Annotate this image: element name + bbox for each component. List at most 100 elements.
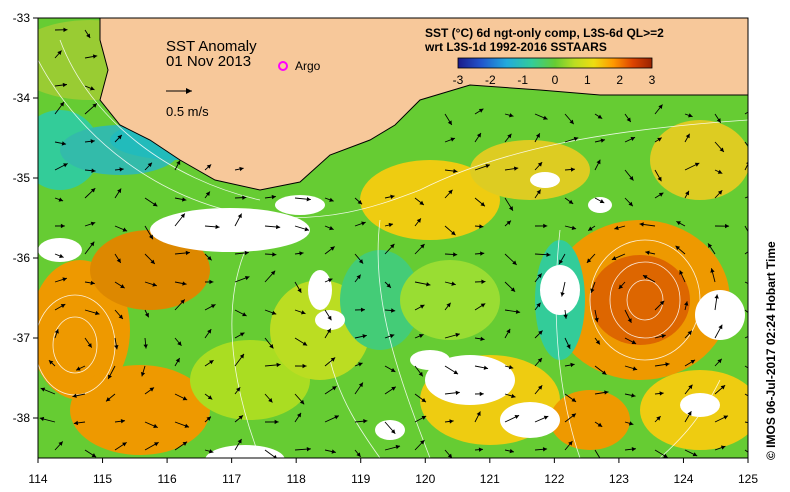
- current-arrow-head: [628, 421, 634, 426]
- current-arrow-head: [209, 360, 214, 365]
- current-arrow-head: [329, 225, 334, 231]
- current-arrow-head: [297, 288, 302, 293]
- current-arrow-head: [483, 365, 489, 370]
- current-arrow-head: [61, 141, 67, 146]
- current-arrow-head: [215, 224, 220, 230]
- current-arrow-head: [116, 258, 121, 263]
- current-arrow-head: [480, 303, 486, 308]
- current-arrow: [744, 365, 748, 369]
- current-arrow-head: [675, 245, 681, 251]
- current-arrow-head: [508, 365, 514, 370]
- current-arrow-head: [632, 366, 638, 371]
- current-arrow-head: [506, 328, 511, 334]
- y-tick-label: -33: [13, 11, 31, 25]
- current-arrow-head: [140, 371, 146, 377]
- current-arrow-head: [90, 280, 95, 286]
- current-arrow-head: [150, 259, 155, 264]
- current-arrow-head: [656, 416, 661, 421]
- current-arrow-head: [332, 386, 337, 391]
- current-arrow-head: [480, 201, 485, 207]
- current-arrow-head: [659, 391, 664, 396]
- current-arrow-head: [543, 415, 549, 420]
- argo-legend: Argo: [278, 59, 321, 73]
- current-arrow-head: [358, 382, 363, 388]
- current-arrow-head: [271, 310, 277, 315]
- current-arrow-head: [753, 455, 758, 459]
- current-arrow-head: [676, 221, 681, 226]
- current-arrow-head: [595, 339, 600, 345]
- current-arrow-head: [357, 199, 363, 205]
- current-arrow-head: [718, 324, 723, 330]
- current-arrow-head: [58, 441, 63, 446]
- current-arrow: [744, 449, 748, 453]
- current-arrow-head: [60, 304, 66, 308]
- current-streamlines: [38, 39, 748, 458]
- current-arrow-head: [450, 137, 455, 142]
- current-arrow-head: [586, 258, 592, 263]
- current-arrow-head: [180, 213, 185, 218]
- argo-marker-icon: [278, 61, 288, 71]
- current-arrow-head: [631, 340, 637, 344]
- y-tick-label: -37: [13, 331, 31, 345]
- current-arrow-head: [59, 101, 65, 107]
- current-arrow-head: [687, 411, 692, 416]
- current-arrow-head: [180, 299, 185, 304]
- current-arrow-head: [304, 227, 309, 232]
- current-arrow-head: [723, 415, 728, 420]
- current-arrow-head: [90, 188, 96, 193]
- current-arrow-head: [144, 312, 149, 318]
- current-arrow-head: [272, 252, 277, 257]
- map-title: SST Anomaly: [166, 38, 257, 55]
- current-arrow-head: [476, 411, 481, 416]
- current-arrow-head: [478, 108, 484, 113]
- current-arrow-head: [120, 419, 126, 424]
- current-arrow-head: [62, 277, 67, 282]
- current-arrow-head: [536, 189, 541, 195]
- current-arrow-head: [118, 314, 123, 320]
- current-arrow-head: [386, 283, 391, 288]
- current-arrow-head: [509, 448, 514, 454]
- colorbar-tick-label: 0: [552, 73, 559, 87]
- current-arrow-head: [207, 395, 213, 400]
- colorbar-tick-label: 2: [616, 73, 623, 87]
- current-arrow: [744, 309, 748, 314]
- current-arrow-head: [62, 82, 67, 88]
- current-arrow-head: [543, 115, 548, 120]
- x-tick-label: 123: [609, 472, 629, 486]
- x-tick-label: 114: [28, 472, 47, 486]
- current-arrow-head: [388, 222, 394, 228]
- x-tick-label: 120: [415, 472, 435, 486]
- current-arrow-head: [747, 235, 748, 236]
- current-arrow-head: [334, 415, 339, 420]
- current-arrow-head: [546, 252, 551, 257]
- current-arrow: [744, 336, 748, 339]
- current-arrow-head: [631, 393, 636, 398]
- current-arrow-head: [753, 370, 758, 374]
- current-arrow-head: [716, 118, 721, 123]
- current-arrow-head: [91, 453, 97, 458]
- current-arrow-head: [453, 370, 459, 375]
- current-arrow-head: [273, 454, 277, 458]
- current-arrow-head: [570, 167, 575, 172]
- current-arrow-head: [708, 243, 713, 248]
- current-arrow-head: [752, 284, 757, 288]
- current-arrow-head: [618, 284, 624, 289]
- current-arrow-head: [297, 412, 302, 418]
- current-arrow-head: [306, 446, 311, 452]
- current-arrow-head: [604, 390, 609, 395]
- current-arrow-head: [658, 104, 663, 109]
- current-arrow-head: [330, 246, 335, 251]
- current-arrow-head: [537, 273, 542, 279]
- current-arrow-head: [274, 419, 279, 425]
- colorbar-tick-label: 3: [649, 73, 656, 87]
- current-arrow-head: [326, 328, 331, 334]
- current-arrow-head: [276, 224, 281, 230]
- plot-area: [38, 18, 748, 458]
- current-arrow-head: [717, 169, 723, 174]
- x-tick-label: 125: [738, 472, 758, 486]
- current-arrow-head: [147, 162, 153, 168]
- current-arrow-head: [276, 362, 281, 368]
- current-arrow-head: [90, 221, 96, 226]
- current-arrow-head: [714, 294, 719, 299]
